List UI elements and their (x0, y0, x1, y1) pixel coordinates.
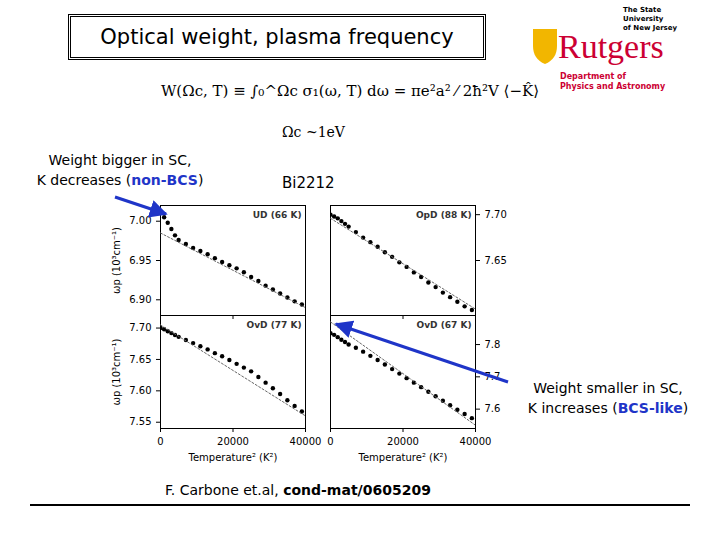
svg-text:7.70: 7.70 (129, 322, 151, 333)
svg-text:40000: 40000 (460, 436, 492, 447)
html-text:W(Ωc, T) ≡ ∫₀^Ωc σ₁(ω, T) dω =: W(Ωc, T) ≡ ∫₀^Ωc σ₁(ω, T) dω = πe²a² ⁄ 2… (161, 82, 539, 100)
html-text:Bi2212: Bi2212 (282, 174, 335, 192)
svg-text:7.7: 7.7 (485, 371, 501, 382)
html-text:Rutgers: Rutgers (558, 28, 664, 65)
html-text:of New Jersey: of New Jersey (623, 24, 678, 32)
svg-text:Temperature² (K²): Temperature² (K²) (188, 452, 278, 463)
svg-text:7.60: 7.60 (129, 385, 151, 396)
html-text:K decreases (non-BCS): K decreases (non-BCS) (36, 172, 204, 188)
svg-text:0: 0 (327, 436, 333, 447)
html-text:Optical weight, plasma frequen: Optical weight, plasma frequency (100, 25, 454, 49)
svg-text:ωp (10³cm⁻¹): ωp (10³cm⁻¹) (111, 338, 122, 405)
svg-text:6.90: 6.90 (129, 294, 151, 305)
html-text:Physics and Astronomy: Physics and Astronomy (560, 82, 666, 91)
svg-text:0: 0 (157, 436, 163, 447)
svg-text:ωp (10³cm⁻¹): ωp (10³cm⁻¹) (111, 227, 122, 294)
svg-text:Temperature² (K²): Temperature² (K²) (358, 452, 448, 463)
svg-text:7.55: 7.55 (129, 416, 151, 427)
svg-text:OvD (77 K): OvD (77 K) (247, 320, 302, 330)
html-text:F. Carbone et.al, cond-mat/060: F. Carbone et.al, cond-mat/0605209 (165, 482, 431, 498)
svg-text:7.00: 7.00 (129, 215, 151, 226)
html-text:Ωc ~1eV: Ωc ~1eV (282, 124, 345, 140)
html-text:Weight smaller in SC,: Weight smaller in SC, (533, 380, 683, 396)
svg-text:40000: 40000 (290, 436, 322, 447)
svg-text:7.6: 7.6 (485, 403, 501, 414)
svg-text:20000: 20000 (387, 436, 419, 447)
html-text:Department of: Department of (560, 72, 626, 81)
svg-text:20000: 20000 (217, 436, 249, 447)
svg-text:OpD (88 K): OpD (88 K) (416, 210, 472, 220)
html-text:Weight bigger in SC,: Weight bigger in SC, (48, 152, 192, 168)
html-text:The State University: The State University (623, 6, 664, 23)
svg-text:7.8: 7.8 (485, 339, 501, 350)
html-text:K increases (BCS-like): K increases (BCS-like) (527, 400, 689, 416)
svg-text:OvD (67 K): OvD (67 K) (417, 320, 472, 330)
svg-text:7.70: 7.70 (485, 209, 507, 220)
svg-text:7.65: 7.65 (129, 354, 151, 365)
svg-text:7.65: 7.65 (485, 255, 507, 266)
svg-text:UD (66 K): UD (66 K) (253, 210, 302, 220)
svg-text:6.95: 6.95 (129, 255, 151, 266)
